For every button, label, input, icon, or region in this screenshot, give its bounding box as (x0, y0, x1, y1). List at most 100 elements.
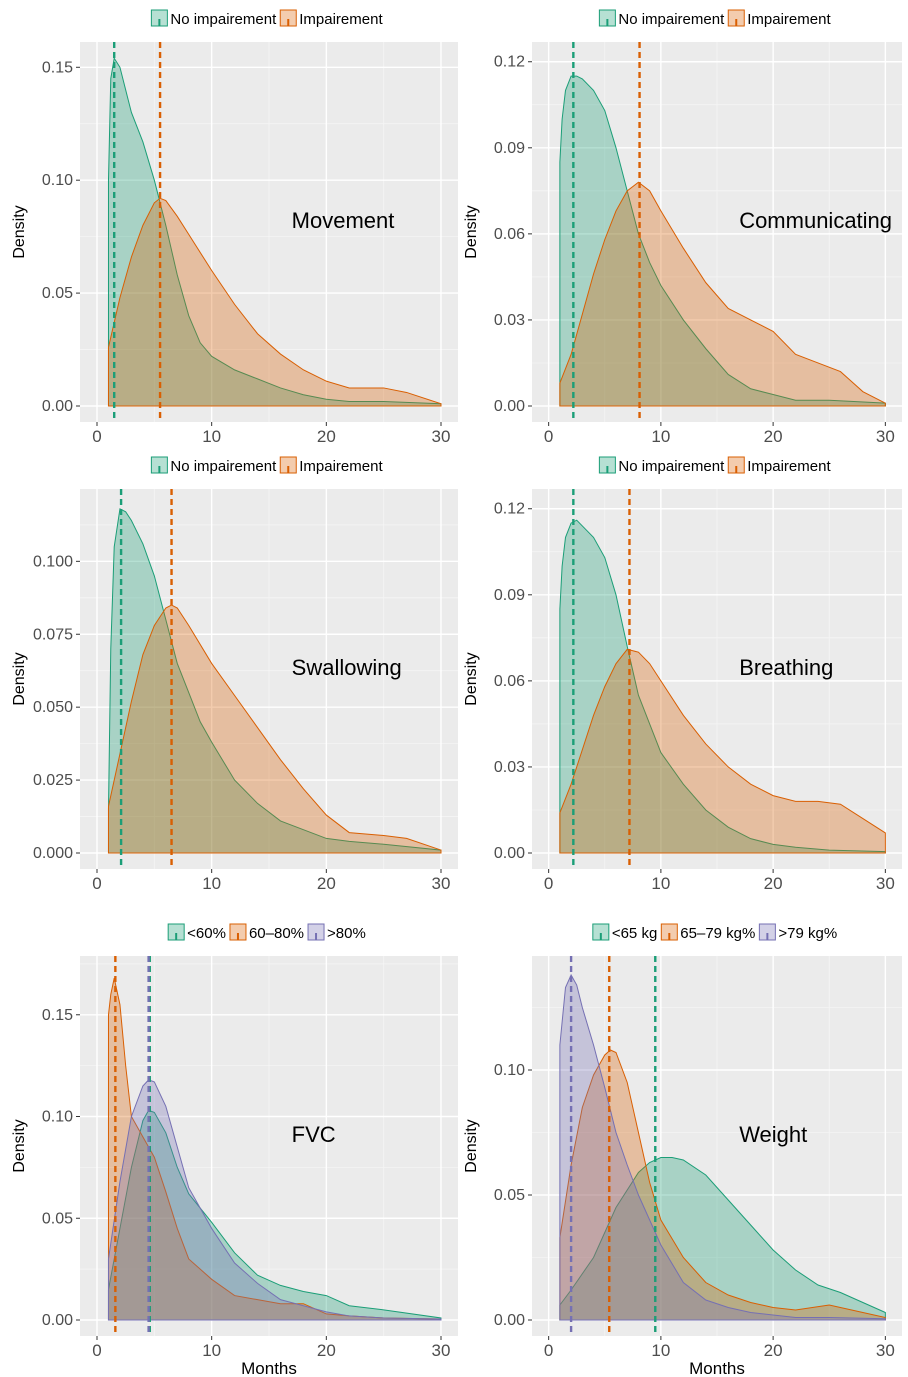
y-axis-title: Density (11, 205, 28, 258)
x-tick-label: 10 (202, 1341, 221, 1360)
x-axis-title: Months (241, 1359, 297, 1377)
y-tick-label: 0.10 (42, 172, 73, 189)
density-area-series-2 (559, 973, 886, 1321)
legend-label: No impairement (170, 458, 277, 475)
density-area-series-1 (107, 604, 442, 854)
y-tick-label: 0.15 (42, 59, 73, 76)
density-area-series-1 (107, 197, 442, 407)
legend-label: >79 kg% (778, 925, 837, 942)
legend-label: No impairement (618, 458, 725, 475)
x-tick-label: 0 (544, 1341, 553, 1360)
panel-label: Breathing (739, 655, 833, 680)
panel-label: Swallowing (292, 655, 402, 680)
legend: No impairement Impairement (598, 9, 831, 28)
legend-label: <60% (187, 925, 226, 942)
y-tick-label: 0.00 (42, 1312, 73, 1329)
y-axis-title: Density (11, 652, 28, 705)
y-tick-label: 0.05 (42, 1210, 73, 1227)
density-area-series-2 (107, 1079, 442, 1321)
x-tick-label: 20 (764, 1341, 783, 1360)
x-axis-title: Months (689, 1359, 745, 1377)
y-tick-label: 0.15 (42, 1007, 73, 1024)
y-tick-label: 0.05 (42, 285, 73, 302)
x-tick-label: 20 (317, 874, 336, 893)
y-tick-label: 0.06 (494, 673, 525, 690)
legend: No impairement Impairement (150, 456, 383, 475)
x-tick-label: 0 (92, 427, 101, 446)
legend-label: >80% (327, 925, 366, 942)
x-tick-label: 20 (764, 427, 783, 446)
legend: <60% 60–80% >80% (167, 923, 366, 942)
legend-label: Impairement (299, 11, 383, 28)
legend-label: Impairement (299, 458, 383, 475)
y-tick-label: 0.12 (494, 54, 525, 71)
y-tick-label: 0.12 (494, 501, 525, 518)
x-tick-label: 20 (317, 427, 336, 446)
x-tick-label: 0 (544, 874, 553, 893)
legend-label: <65 kg (612, 925, 657, 942)
y-tick-label: 0.00 (494, 1312, 525, 1329)
panel-label: Communicating (739, 208, 892, 233)
legend: No impairement Impairement (598, 456, 831, 475)
legend: No impairement Impairement (150, 9, 383, 28)
x-tick-label: 20 (317, 1341, 336, 1360)
chart-panel-fvc: 0 10 20 30 0.00 0.05 0.10 0.15 FVC Density Months <… (11, 923, 458, 1377)
y-tick-label: 0.09 (494, 140, 525, 157)
x-tick-label: 30 (432, 1341, 451, 1360)
legend-label: 65–79 kg% (680, 925, 755, 942)
y-tick-label: 0.025 (33, 772, 73, 789)
y-tick-label: 0.03 (494, 312, 525, 329)
density-area-series-1 (559, 181, 886, 407)
y-tick-label: 0.00 (494, 845, 525, 862)
y-tick-label: 0.09 (494, 587, 525, 604)
x-tick-label: 30 (432, 874, 451, 893)
x-tick-label: 30 (876, 427, 895, 446)
y-tick-label: 0.075 (33, 626, 73, 643)
y-tick-label: 0.10 (42, 1109, 73, 1126)
panel-label: FVC (292, 1122, 336, 1147)
chart-panel-breathing: 0 10 20 30 0.00 0.03 0.06 0.09 0.12 Breathing Dens… (463, 456, 902, 893)
x-tick-label: 20 (764, 874, 783, 893)
density-area-series-0 (559, 75, 886, 407)
density-area-series-0 (107, 508, 442, 854)
chart-panel-movement: 0 10 20 30 0.00 0.05 0.10 0.15 Movement Density No… (11, 9, 458, 446)
legend-label: Impairement (747, 11, 831, 28)
x-tick-label: 10 (651, 1341, 670, 1360)
density-area-series-0 (107, 1109, 442, 1321)
y-tick-label: 0.10 (494, 1062, 525, 1079)
y-tick-label: 0.000 (33, 845, 73, 862)
density-area-series-1 (559, 648, 886, 854)
y-tick-label: 0.00 (494, 398, 525, 415)
y-axis-title: Density (463, 205, 480, 258)
x-tick-label: 30 (876, 874, 895, 893)
y-axis-title: Density (463, 1119, 480, 1172)
legend-label: 60–80% (249, 925, 304, 942)
x-tick-label: 30 (432, 427, 451, 446)
x-tick-label: 0 (544, 427, 553, 446)
x-tick-label: 10 (202, 427, 221, 446)
legend: <65 kg 65–79 kg% >79 kg% (592, 923, 837, 942)
x-tick-label: 30 (876, 1341, 895, 1360)
legend-label: No impairement (618, 11, 725, 28)
y-tick-label: 0.03 (494, 759, 525, 776)
y-tick-label: 0.050 (33, 699, 73, 716)
density-area-series-0 (559, 1157, 886, 1321)
y-axis-title: Density (463, 652, 480, 705)
x-tick-label: 0 (92, 1341, 101, 1360)
y-tick-label: 0.00 (42, 398, 73, 415)
density-area-series-0 (559, 519, 886, 854)
legend-label: Impairement (747, 458, 831, 475)
legend-label: No impairement (170, 11, 277, 28)
x-tick-label: 0 (92, 874, 101, 893)
x-tick-label: 10 (202, 874, 221, 893)
y-tick-label: 0.100 (33, 553, 73, 570)
y-axis-title: Density (11, 1119, 28, 1172)
x-tick-label: 10 (651, 427, 670, 446)
y-tick-label: 0.06 (494, 226, 525, 243)
y-tick-label: 0.05 (494, 1187, 525, 1204)
panel-label: Movement (292, 208, 395, 233)
density-area-series-1 (559, 1049, 886, 1321)
chart-panel-weight: 0 10 20 30 0.00 0.05 0.10 Weight Density Months <6… (463, 923, 902, 1377)
chart-panel-communicating: 0 10 20 30 0.00 0.03 0.06 0.09 0.12 Communicating… (463, 9, 902, 446)
